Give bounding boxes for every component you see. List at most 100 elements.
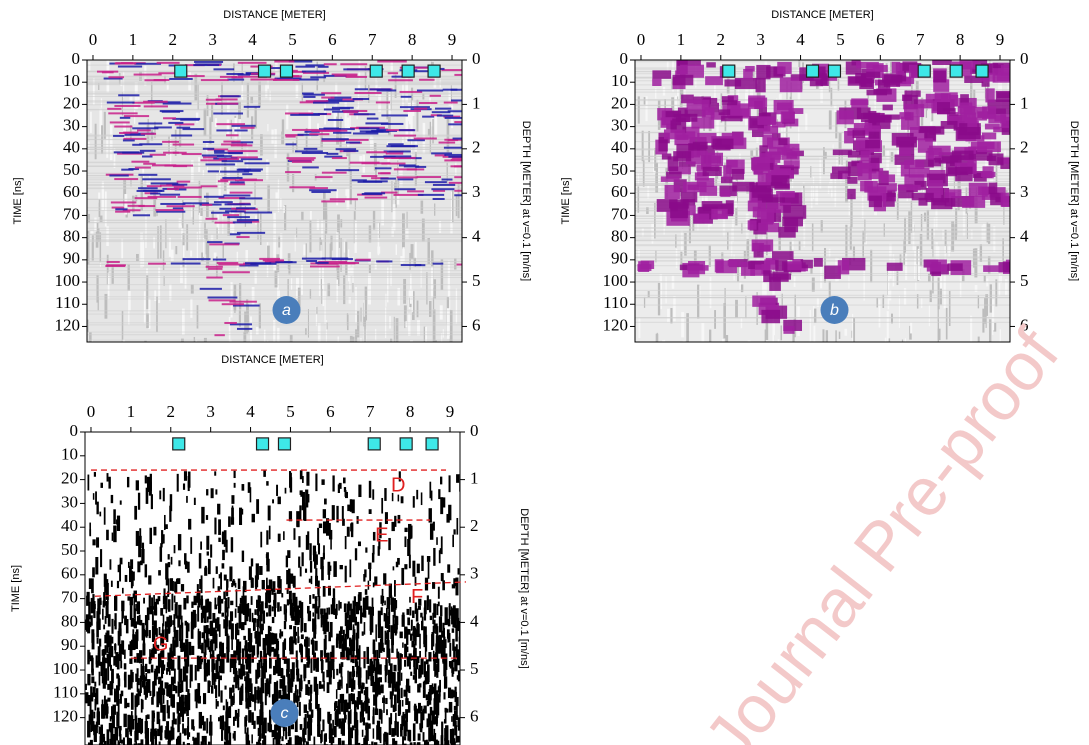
texture (412, 496, 415, 508)
texture (218, 519, 221, 535)
texture (101, 669, 104, 684)
texture (724, 114, 727, 132)
texture (635, 61, 1010, 63)
texture (202, 693, 207, 705)
texture (109, 716, 112, 722)
texture (310, 76, 327, 79)
texture (635, 222, 1010, 224)
texture (349, 727, 354, 739)
y2-tick-label: 0 (472, 49, 481, 68)
texture (381, 191, 398, 194)
y-tick-label: 40 (61, 516, 78, 535)
texture (256, 690, 260, 700)
texture (432, 612, 434, 625)
texture (901, 339, 904, 342)
texture (328, 98, 343, 101)
texture (813, 257, 823, 267)
texture (240, 126, 255, 129)
texture (122, 640, 125, 655)
texture (323, 127, 340, 130)
texture (251, 513, 255, 523)
texture (87, 219, 462, 221)
texture (121, 600, 125, 612)
texture (378, 619, 381, 636)
texture (87, 319, 89, 332)
y-axis-title: TIME [ns] (560, 177, 572, 224)
texture (268, 626, 272, 632)
texture (169, 284, 172, 301)
texture (149, 649, 151, 665)
marker (367, 437, 381, 451)
texture (87, 179, 462, 181)
texture (440, 736, 444, 745)
texture (96, 274, 99, 303)
texture (402, 736, 407, 741)
texture (164, 514, 166, 530)
texture (154, 126, 172, 129)
texture (356, 648, 360, 660)
texture (87, 239, 462, 241)
texture (206, 276, 223, 279)
texture (283, 604, 286, 615)
texture (124, 133, 146, 136)
texture (970, 76, 973, 106)
texture (205, 102, 222, 105)
texture (407, 538, 411, 557)
texture (173, 668, 176, 684)
x-tick-label: 0 (637, 30, 646, 49)
texture (221, 533, 225, 545)
texture (132, 101, 155, 104)
texture (250, 577, 254, 583)
texture (134, 715, 138, 734)
texture (381, 114, 408, 117)
texture (429, 706, 433, 716)
texture (911, 69, 913, 106)
texture (137, 717, 142, 733)
texture (706, 152, 724, 167)
texture (455, 644, 458, 659)
texture (109, 681, 113, 696)
texture (861, 195, 864, 219)
texture (635, 227, 1010, 229)
texture (370, 155, 396, 158)
texture (295, 684, 297, 693)
texture (356, 639, 359, 654)
texture (341, 676, 343, 689)
texture (722, 207, 726, 237)
texture (226, 73, 244, 76)
x-tick-label: 8 (408, 30, 417, 49)
texture (151, 697, 154, 705)
texture (326, 100, 355, 103)
texture (223, 741, 227, 745)
texture (853, 122, 873, 131)
texture (836, 154, 838, 173)
texture (658, 157, 660, 191)
texture (145, 715, 148, 728)
texture (669, 199, 689, 209)
texture (205, 662, 208, 669)
texture (344, 633, 347, 651)
texture (444, 728, 446, 742)
texture (265, 660, 268, 673)
texture (432, 716, 436, 725)
texture (410, 619, 413, 631)
texture (346, 683, 349, 694)
texture (324, 230, 326, 265)
texture (753, 249, 764, 258)
texture (203, 108, 207, 136)
texture (697, 207, 714, 215)
texture (303, 95, 316, 98)
texture (237, 61, 267, 64)
texture (219, 207, 238, 210)
texture (230, 215, 232, 232)
texture (250, 596, 253, 605)
texture (783, 326, 795, 334)
x-tick-label: 6 (328, 30, 337, 49)
texture (229, 611, 234, 622)
texture (232, 63, 235, 82)
texture (148, 575, 152, 585)
texture (87, 101, 462, 103)
texture (433, 619, 436, 629)
texture (949, 155, 974, 167)
